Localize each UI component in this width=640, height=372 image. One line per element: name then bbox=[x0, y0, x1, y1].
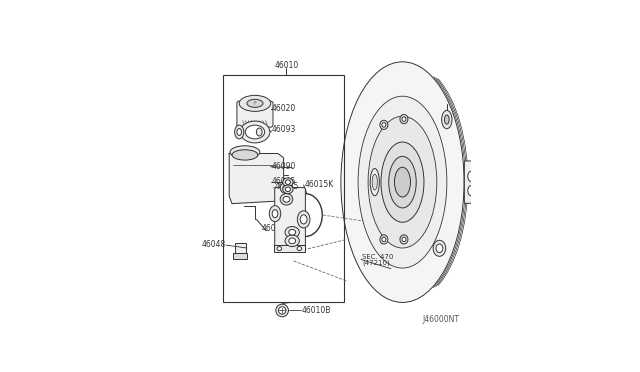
Ellipse shape bbox=[358, 96, 447, 268]
Ellipse shape bbox=[285, 227, 300, 238]
FancyBboxPatch shape bbox=[465, 161, 477, 203]
Text: 46020: 46020 bbox=[271, 104, 296, 113]
Ellipse shape bbox=[436, 244, 443, 253]
Bar bbox=[238, 253, 239, 257]
Text: 46010: 46010 bbox=[275, 61, 299, 70]
Bar bbox=[223, 75, 344, 302]
Bar bbox=[234, 253, 247, 260]
Text: 46015K: 46015K bbox=[305, 180, 334, 189]
Ellipse shape bbox=[277, 247, 282, 251]
Ellipse shape bbox=[402, 237, 406, 242]
Text: F: F bbox=[253, 101, 257, 106]
Ellipse shape bbox=[382, 122, 386, 127]
Ellipse shape bbox=[283, 185, 293, 193]
Ellipse shape bbox=[245, 125, 265, 139]
Ellipse shape bbox=[235, 125, 244, 139]
Ellipse shape bbox=[239, 95, 271, 111]
Ellipse shape bbox=[380, 235, 388, 244]
Ellipse shape bbox=[382, 237, 386, 242]
FancyBboxPatch shape bbox=[275, 187, 305, 251]
Ellipse shape bbox=[468, 171, 475, 182]
Ellipse shape bbox=[276, 304, 289, 317]
Ellipse shape bbox=[368, 116, 437, 248]
Ellipse shape bbox=[230, 146, 260, 158]
Ellipse shape bbox=[297, 247, 301, 251]
Ellipse shape bbox=[445, 115, 449, 124]
Text: J46000NT: J46000NT bbox=[423, 315, 460, 324]
Ellipse shape bbox=[400, 235, 408, 244]
Ellipse shape bbox=[283, 185, 290, 191]
Ellipse shape bbox=[285, 187, 291, 192]
Text: 46093: 46093 bbox=[271, 125, 296, 135]
Ellipse shape bbox=[394, 167, 410, 197]
Ellipse shape bbox=[298, 211, 310, 228]
Ellipse shape bbox=[285, 180, 291, 185]
FancyBboxPatch shape bbox=[237, 101, 273, 127]
Ellipse shape bbox=[300, 215, 307, 224]
Ellipse shape bbox=[433, 240, 445, 256]
Ellipse shape bbox=[370, 169, 380, 196]
Ellipse shape bbox=[468, 186, 475, 196]
Ellipse shape bbox=[283, 178, 293, 186]
Ellipse shape bbox=[285, 235, 300, 247]
Text: 46045: 46045 bbox=[271, 177, 296, 186]
Ellipse shape bbox=[283, 196, 290, 202]
Ellipse shape bbox=[232, 150, 258, 160]
Ellipse shape bbox=[388, 156, 416, 208]
Ellipse shape bbox=[289, 238, 296, 244]
Ellipse shape bbox=[289, 230, 296, 235]
Ellipse shape bbox=[280, 193, 292, 205]
Text: 46048: 46048 bbox=[202, 240, 226, 249]
Ellipse shape bbox=[280, 182, 292, 193]
Bar bbox=[273, 245, 305, 252]
Polygon shape bbox=[229, 154, 284, 203]
Text: SEC. 470: SEC. 470 bbox=[362, 254, 394, 260]
Ellipse shape bbox=[240, 121, 270, 143]
Ellipse shape bbox=[442, 110, 452, 129]
Ellipse shape bbox=[257, 128, 262, 136]
Ellipse shape bbox=[269, 206, 281, 222]
Ellipse shape bbox=[278, 307, 286, 314]
Ellipse shape bbox=[402, 117, 406, 121]
Text: (47210): (47210) bbox=[362, 259, 390, 266]
Ellipse shape bbox=[272, 210, 278, 218]
Ellipse shape bbox=[381, 142, 424, 222]
Bar bbox=[240, 253, 241, 257]
Ellipse shape bbox=[372, 174, 378, 190]
Text: 46090: 46090 bbox=[271, 162, 296, 171]
Ellipse shape bbox=[237, 129, 241, 135]
Ellipse shape bbox=[380, 120, 388, 129]
Ellipse shape bbox=[247, 99, 263, 108]
Bar bbox=[235, 243, 246, 253]
Text: 46037N: 46037N bbox=[262, 224, 292, 233]
Ellipse shape bbox=[400, 115, 408, 124]
Ellipse shape bbox=[341, 62, 464, 302]
Bar bbox=[242, 253, 243, 257]
Text: 46045: 46045 bbox=[274, 182, 298, 191]
Text: 46010B: 46010B bbox=[301, 306, 331, 315]
